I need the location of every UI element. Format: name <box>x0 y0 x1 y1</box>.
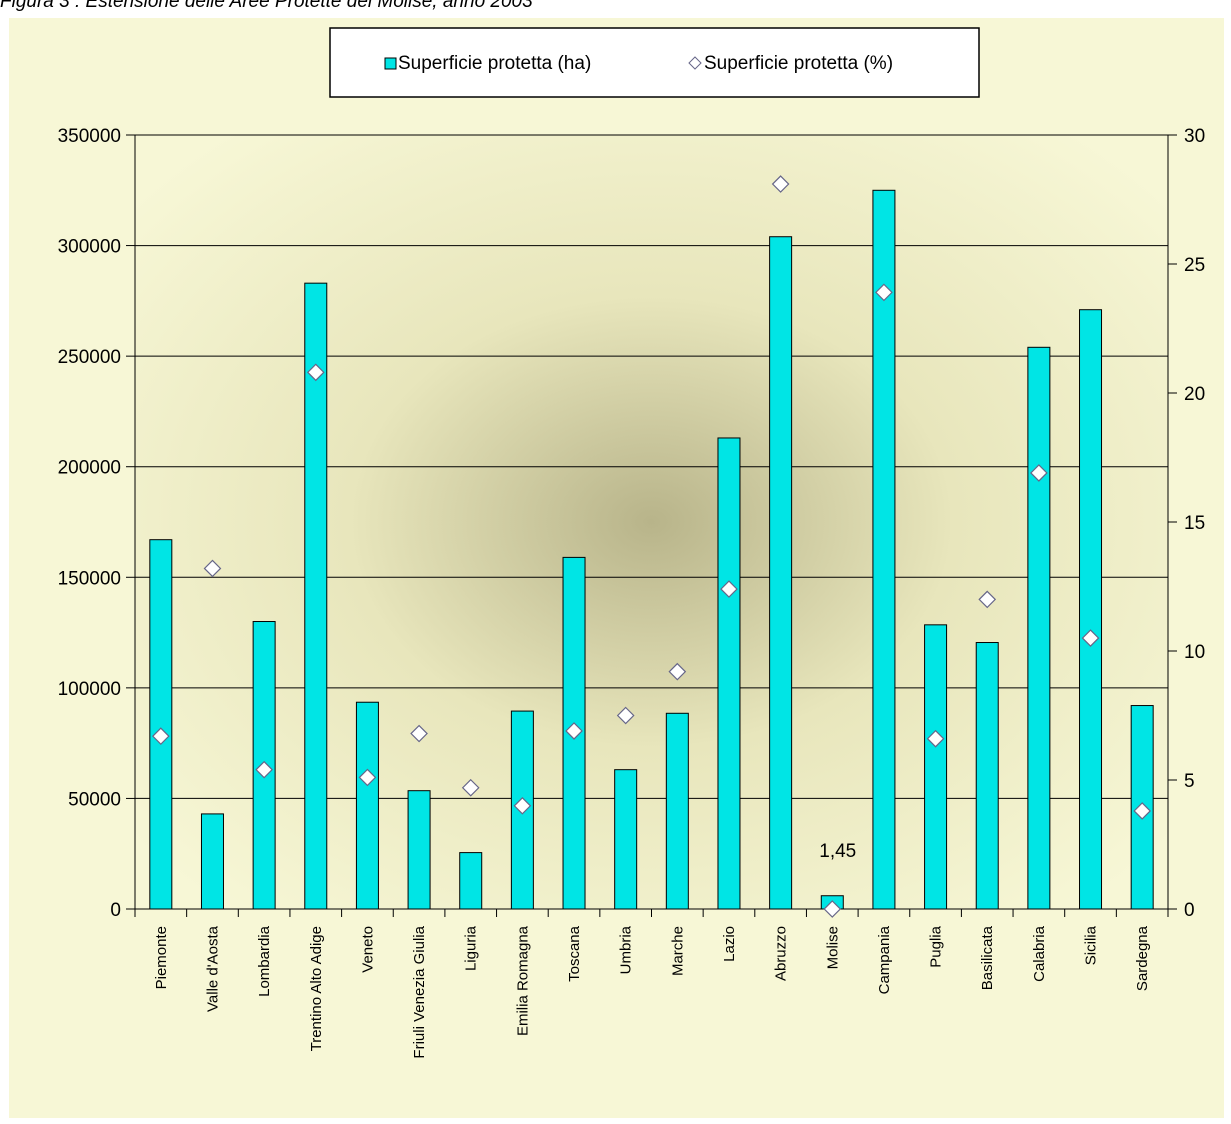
diamond-marker <box>720 580 738 598</box>
annotations: 1,45 <box>819 841 856 862</box>
left-tick-label: 50000 <box>68 789 121 810</box>
left-tick-label: 350000 <box>58 126 121 147</box>
left-tick-label: 200000 <box>58 458 121 479</box>
left-tick-label: 150000 <box>58 568 121 589</box>
axes <box>126 134 1177 917</box>
diamond-marker <box>1133 802 1152 820</box>
category-label: Lazio <box>721 926 738 962</box>
diamond-marker <box>306 363 325 382</box>
legend: Superficie protetta (ha) Superficie prot… <box>329 27 980 98</box>
diamond-marker <box>823 900 842 918</box>
data-label: 1,45 <box>819 841 856 862</box>
category-label: Sardegna <box>1134 925 1151 991</box>
figure-caption: Figura 3 : Estensione delle Aree Protett… <box>0 0 533 12</box>
category-label: Liguria <box>463 925 480 971</box>
category-label: Campania <box>876 925 893 994</box>
diamond-marker <box>565 722 583 740</box>
category-label: Veneto <box>359 926 376 973</box>
category-label: Piemonte <box>153 926 170 989</box>
legend-bar-label: Superficie protetta (ha) <box>398 53 591 74</box>
category-label: Toscana <box>566 925 583 982</box>
category-label: Abruzzo <box>773 926 790 981</box>
diamond-marker <box>461 778 480 797</box>
category-label: Friuli Venezia Giulia <box>411 925 428 1058</box>
right-tick-label: 10 <box>1184 642 1205 663</box>
marker-series <box>151 175 1152 918</box>
right-tick-label: 20 <box>1184 384 1205 405</box>
bar <box>355 701 379 910</box>
bar <box>149 539 173 910</box>
category-label: Umbria <box>618 925 635 974</box>
diamond-marker <box>616 706 635 725</box>
diamond-marker <box>875 283 893 302</box>
left-tick-label: 300000 <box>58 237 121 258</box>
chart-svg: 0 50000 100000 150000 200000 250000 300000 3500… <box>58 27 1205 1059</box>
bar <box>717 437 741 910</box>
bar <box>200 813 224 910</box>
legend-bar-swatch <box>384 57 397 70</box>
category-labels: Piemonte Valle d'Aosta Lombardia Trentino A… <box>153 925 1151 1058</box>
left-tick-label: 100000 <box>58 679 121 700</box>
diamond-marker <box>771 175 790 193</box>
diamond-marker <box>151 727 170 745</box>
category-label: Marche <box>669 926 686 976</box>
bar <box>1027 346 1051 910</box>
bar <box>459 852 483 910</box>
category-label: Basilicata <box>979 925 996 990</box>
left-tick-label: 0 <box>110 900 121 921</box>
bar <box>1079 309 1103 910</box>
bar-series <box>149 189 1154 910</box>
diamond-marker <box>668 662 687 681</box>
right-tick-label: 30 <box>1184 126 1205 147</box>
category-label: Emilia Romagna <box>514 925 531 1036</box>
legend-box <box>329 27 980 98</box>
category-label: Calabria <box>1031 925 1048 982</box>
diamond-marker <box>1030 464 1048 482</box>
bar <box>924 624 948 910</box>
right-tick-label: 25 <box>1184 255 1205 276</box>
legend-diamond-marker <box>688 56 702 70</box>
diamond-marker <box>255 760 273 779</box>
diamond-marker <box>926 729 945 748</box>
bar <box>614 769 638 910</box>
diamond-marker <box>978 590 997 609</box>
diamond-marker <box>410 724 428 743</box>
diamond-marker <box>203 559 222 578</box>
category-label: Puglia <box>928 925 945 967</box>
diamond-marker <box>358 768 377 787</box>
right-tick-label: 5 <box>1184 771 1195 792</box>
diamond-marker <box>513 796 532 815</box>
bar <box>769 236 793 910</box>
plot-background <box>135 135 1168 909</box>
right-tick-label: 15 <box>1184 513 1205 534</box>
diamond-marker <box>1081 629 1100 647</box>
right-axis-ticks: 0 5 10 15 20 25 30 <box>1184 126 1205 921</box>
category-label: Valle d'Aosta <box>204 925 221 1012</box>
category-label: Trentino Alto Adige <box>308 926 325 1051</box>
bar <box>407 790 431 910</box>
bar <box>975 642 999 910</box>
category-label: Lombardia <box>256 925 273 997</box>
bar <box>665 712 689 910</box>
chart-area: 0 50000 100000 150000 200000 250000 300000 3500… <box>9 18 1224 1118</box>
category-label: Molise <box>824 926 841 969</box>
category-label: Sicilia <box>1083 925 1100 965</box>
legend-marker-label: Superficie protetta (%) <box>704 53 893 74</box>
left-axis-ticks: 0 50000 100000 150000 200000 250000 300000 3500… <box>58 126 121 921</box>
left-tick-label: 250000 <box>58 347 121 368</box>
right-tick-label: 0 <box>1184 900 1195 921</box>
